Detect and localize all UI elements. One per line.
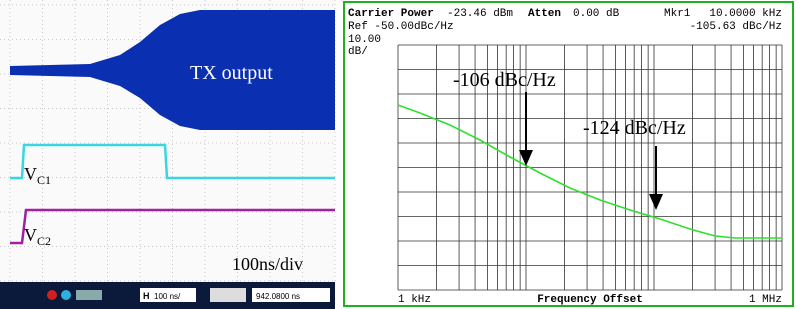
toolbar-position: 942.0800 ns (256, 292, 300, 301)
toolbar-icon[interactable] (210, 288, 246, 302)
label-main: V (24, 164, 37, 184)
annotation: -106 dBc/Hz (453, 69, 556, 91)
x-end: 1 MHz (749, 294, 782, 306)
toolbar-icon[interactable] (61, 290, 71, 300)
atten-value: 0.00 dB (573, 8, 620, 20)
label-sub: C1 (37, 173, 51, 187)
timebase: 100ns/div (232, 254, 303, 274)
figure: TX output VC1 VC2 100ns/div H 100 ns/ 94… (0, 0, 796, 309)
trace-label: TX output (190, 62, 273, 84)
analyzer-screen (344, 2, 793, 306)
annotation: -124 dBc/Hz (583, 117, 686, 139)
scale-value: 10.00 (348, 34, 381, 46)
toolbar-icon[interactable] (47, 290, 57, 300)
carrier-label: Carrier Power (348, 8, 434, 20)
x-label: Frequency Offset (537, 294, 643, 306)
label-main: V (24, 225, 37, 245)
atten-label: Atten (528, 8, 561, 20)
marker-label: Mkr1 (664, 8, 691, 20)
x-start: 1 kHz (398, 294, 431, 306)
label-sub: C2 (37, 234, 51, 248)
carrier-value: -23.46 dBm (447, 8, 513, 20)
scale-unit: dB/ (348, 46, 368, 58)
ref-level: Ref -50.00dBc/Hz (348, 21, 454, 33)
toolbar-h: H (143, 291, 150, 301)
toolbar-scale: 100 ns/ (154, 292, 181, 301)
toolbar-icon[interactable] (76, 290, 102, 300)
marker-value: -105.63 dBc/Hz (690, 21, 782, 33)
marker-freq: 10.0000 kHz (709, 8, 782, 20)
